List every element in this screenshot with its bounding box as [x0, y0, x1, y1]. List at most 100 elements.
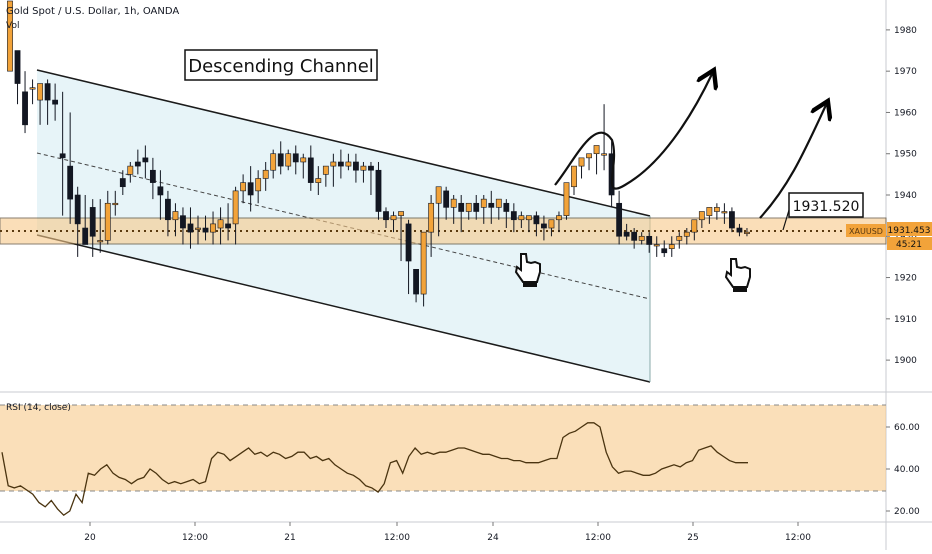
candle-bull: [593, 145, 600, 155]
time-tick-label: 20: [84, 533, 96, 543]
candle-bull: [495, 198, 502, 208]
candle-bear: [119, 178, 126, 188]
candle-bull: [285, 153, 292, 167]
price-tick-label: 1940: [894, 191, 917, 201]
candle-bear: [14, 50, 21, 84]
candle-bull: [563, 182, 570, 216]
candle-bull: [465, 202, 472, 212]
candle-bear: [202, 227, 209, 233]
price-tick-label: 1960: [894, 108, 917, 118]
annotation-box[interactable]: [184, 49, 378, 81]
candle-bull: [578, 157, 585, 167]
rsi-axis: 60.00 40.00 20.00: [886, 423, 920, 517]
annotation-title: Descending Channel: [188, 56, 374, 77]
candle-bear: [44, 83, 51, 101]
candle-bull: [518, 215, 525, 221]
candle-bull: [435, 186, 442, 204]
price-tick-label: 1950: [894, 150, 917, 160]
candle-bull: [744, 231, 750, 234]
time-tick-label: 12:00: [585, 533, 611, 543]
time-tick-label: 21: [284, 533, 295, 543]
candle-bear: [187, 223, 194, 233]
candle-bear: [353, 161, 359, 171]
candle-bear: [736, 227, 743, 233]
candle-bull: [683, 231, 690, 237]
candle-bull: [706, 207, 713, 216]
forecast-arrow-1[interactable]: [554, 74, 712, 190]
time-tick-label: 12:00: [785, 533, 811, 543]
candle-bull: [322, 165, 329, 175]
candle-bull: [525, 215, 532, 221]
candle-bear: [405, 223, 412, 262]
candle-bear: [368, 165, 374, 171]
candle-bull: [29, 87, 36, 90]
candle-bull: [428, 202, 435, 233]
candle-bull: [586, 153, 592, 159]
candle-bull: [480, 198, 487, 208]
candle-bear: [165, 198, 171, 221]
candle-bear: [277, 153, 284, 167]
rsi-tick-label: 40.00: [894, 465, 920, 475]
candle-bull: [330, 161, 337, 167]
candles: [7, 0, 750, 307]
candle-bear: [488, 202, 495, 208]
candle-bear: [307, 157, 314, 183]
candle-bull: [232, 190, 239, 225]
candle-bull: [255, 178, 262, 192]
candle-bull: [390, 215, 397, 221]
candle-bear: [458, 202, 465, 212]
hand-pointer-icon: [724, 258, 751, 292]
candle-bull: [262, 169, 269, 179]
current-price-value: 1931.453: [888, 226, 931, 236]
level-label-pointer: [782, 209, 790, 231]
candle-bull: [556, 215, 562, 221]
candle-bear: [383, 211, 389, 221]
price-tick-label: 1910: [894, 315, 917, 325]
candle-bull: [210, 223, 216, 233]
candle-bull: [676, 235, 683, 241]
candle-bear: [533, 215, 540, 225]
time-tick-label: 12:00: [182, 533, 208, 543]
candle-bear: [541, 223, 547, 229]
current-price-tag: [887, 222, 932, 236]
forecast-arrow-2[interactable]: [759, 105, 826, 219]
candle-bull: [691, 219, 698, 233]
candle-bull: [571, 165, 577, 188]
time-tick-label: 24: [487, 533, 499, 543]
candle-bull: [300, 157, 307, 163]
price-axis: 198019701960195019401930192019101900: [886, 26, 917, 366]
candle-bull: [97, 240, 104, 243]
vol-label: Vol: [6, 21, 20, 31]
candle-bull: [668, 244, 675, 249]
candle-bull: [37, 83, 43, 101]
candle-bull: [713, 207, 720, 212]
candle-bear: [142, 157, 149, 163]
rsi-band-fill: [0, 405, 886, 491]
channel-lower-line[interactable]: [36, 234, 651, 383]
candle-bull: [698, 211, 705, 221]
channel-upper-line[interactable]: [36, 69, 651, 217]
candle-bear: [337, 161, 344, 167]
countdown-tag: [887, 237, 932, 250]
symbol-badge: [846, 224, 886, 237]
level-label-box[interactable]: [788, 192, 864, 218]
candle-bull: [601, 153, 607, 156]
time-axis: 20 12:00 21 12:00 24 12:00 25 12:00: [84, 522, 811, 543]
candle-bear: [157, 186, 164, 196]
candle-bull: [240, 182, 247, 192]
candle-bull: [270, 153, 277, 171]
price-tick-label: 1920: [894, 274, 917, 284]
candle-bear: [22, 91, 28, 126]
candle-bull: [398, 211, 404, 216]
price-tick-label: 1900: [894, 356, 917, 366]
time-tick-label: 25: [687, 533, 698, 543]
candle-bear: [292, 153, 299, 163]
price-tick-label: 1970: [894, 67, 917, 77]
candle-bear: [473, 202, 480, 212]
candle-bull: [345, 161, 352, 167]
candle-bear: [631, 231, 638, 241]
candle-bear: [623, 231, 630, 237]
hand-pointer-icon: [514, 253, 541, 287]
